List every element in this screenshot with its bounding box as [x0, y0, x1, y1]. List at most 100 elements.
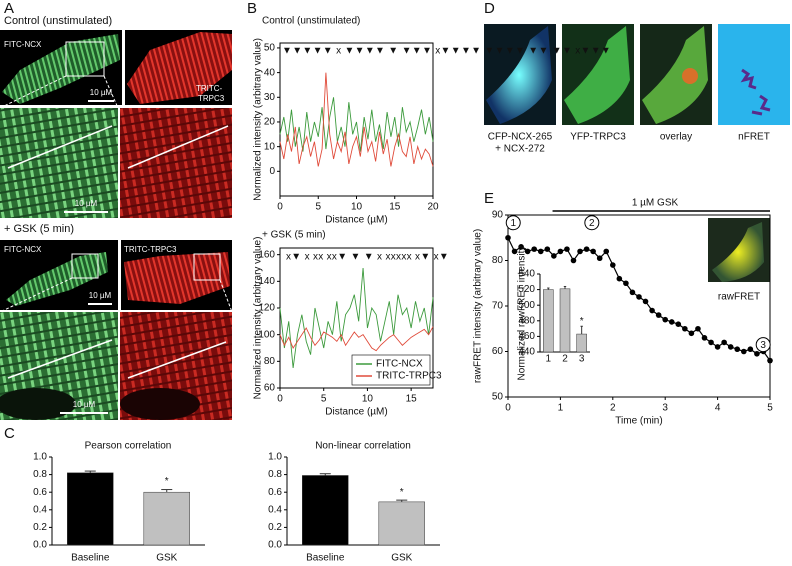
x-tick-label: 0 — [277, 394, 283, 405]
y-tick-label: 60 — [492, 346, 504, 357]
fret-signal — [740, 68, 771, 116]
y-tick-label: 440 — [518, 347, 535, 358]
chart-title: Control (unstimulated) — [262, 16, 360, 27]
section-title: Control (unstimulated) — [4, 15, 112, 27]
micrograph-zoom — [120, 108, 232, 218]
data-point — [754, 350, 760, 357]
data-point — [747, 346, 754, 353]
time-marker-label: 2 — [589, 218, 595, 229]
y-tick-label: 50 — [492, 392, 504, 403]
section-title: + GSK (5 min) — [4, 223, 74, 235]
image-label: FITC-NCX — [4, 40, 42, 49]
x-tick-label: 2 — [610, 403, 616, 414]
x-tick-label: 2 — [562, 354, 568, 365]
y-axis-label: Normalized intensity (arbitrary value) — [253, 237, 264, 400]
annotation: 1 µM GSK — [632, 198, 679, 209]
panel-label: B — [247, 0, 257, 17]
image-label: TRITC-TRPC3 — [124, 245, 177, 254]
profile-line — [7, 125, 113, 169]
x-tick-label: 10 — [362, 394, 374, 405]
scale-label: 10 µM — [75, 199, 98, 208]
micrograph — [718, 24, 790, 125]
data-point — [518, 244, 524, 250]
y-tick-label: 40 — [264, 67, 276, 78]
data-point — [531, 246, 537, 252]
cell — [712, 222, 764, 282]
data-point — [629, 289, 636, 296]
zoom-line — [219, 279, 233, 313]
chart-title: + GSK (5 min) — [262, 230, 326, 241]
panel-label: C — [4, 425, 15, 442]
data-point — [564, 246, 570, 252]
x-tick-label: 3 — [579, 354, 585, 365]
bar — [143, 491, 190, 546]
y-axis-label: Normalized intensity (arbitrary value) — [253, 38, 264, 201]
x-tick-label: 15 — [406, 394, 418, 405]
data-point — [596, 255, 603, 262]
y-tick-label: 90 — [492, 210, 504, 221]
data-point — [623, 280, 629, 287]
x-tick-label: 5 — [315, 202, 321, 213]
y-tick-label: 30 — [264, 92, 276, 103]
panel-label: E — [484, 190, 494, 207]
data-point — [675, 321, 682, 328]
y-tick-label: 0.2 — [33, 522, 47, 533]
scale-label: 10 µM — [90, 88, 113, 97]
data-point — [682, 325, 688, 332]
data-point — [668, 319, 675, 325]
cell — [564, 26, 630, 124]
x-tick-label: 4 — [715, 403, 721, 414]
data-point — [734, 346, 741, 353]
background — [0, 388, 76, 420]
chart-title: Non-linear correlation — [315, 441, 411, 452]
bar — [378, 501, 425, 546]
legend-box — [351, 354, 431, 386]
scale-label: 10 µM — [73, 400, 96, 409]
y-tick-label: 480 — [518, 315, 535, 326]
time-marker-label: 3 — [760, 340, 766, 351]
zoom-line — [103, 75, 119, 109]
data-point — [649, 307, 655, 314]
data-point — [741, 348, 747, 355]
x-tick-label: Baseline — [306, 553, 345, 564]
x-tick-label: 5 — [767, 403, 773, 414]
data-point — [537, 248, 544, 255]
y-tick-label: 160 — [258, 249, 275, 260]
x-tick-label: 0 — [277, 202, 283, 213]
data-point — [551, 253, 557, 259]
profile-line — [127, 341, 227, 379]
data-point — [721, 339, 727, 346]
x-axis-label: Distance (µM) — [325, 407, 387, 418]
cell — [642, 26, 708, 124]
y-tick-label: 0.0 — [33, 540, 47, 551]
chart-title: Pearson correlation — [85, 441, 172, 452]
annotation: ▼▼▼▼▼ x ▼▼▼▼ ▼ ▼▼▼ x▼▼▼▼ ▼▼▼▼ ▼▼ ▼▼ x▼▼▼ — [282, 46, 611, 57]
data-point — [701, 335, 708, 341]
data-point — [524, 248, 531, 255]
image-label: FITC-NCX — [4, 245, 42, 254]
zoom-line — [0, 277, 73, 313]
data-point — [688, 330, 695, 337]
y-tick-label: 80 — [492, 255, 504, 266]
image-caption: CFP-NCX-265 — [488, 132, 553, 143]
x-tick-label: GSK — [391, 553, 412, 564]
time-marker — [584, 215, 600, 231]
y-tick-label: 0 — [269, 166, 275, 177]
y-tick-label: 0.2 — [268, 522, 282, 533]
time-marker — [505, 215, 521, 231]
data-line — [279, 72, 434, 167]
x-axis-label: Time (min) — [615, 416, 662, 427]
scale-label: 10 µM — [89, 291, 112, 300]
x-tick-label: 1 — [546, 354, 552, 365]
cell — [127, 32, 232, 104]
data-point — [583, 246, 590, 252]
data-point — [662, 316, 668, 323]
zoom-box — [71, 253, 99, 279]
y-tick-label: 0.8 — [33, 469, 47, 480]
data-point — [610, 262, 616, 268]
panel-label: D — [484, 0, 495, 17]
y-tick-label: 520 — [518, 284, 535, 295]
cell-spot — [682, 68, 698, 84]
zoom-box — [193, 253, 221, 281]
y-tick-label: 460 — [518, 331, 535, 342]
